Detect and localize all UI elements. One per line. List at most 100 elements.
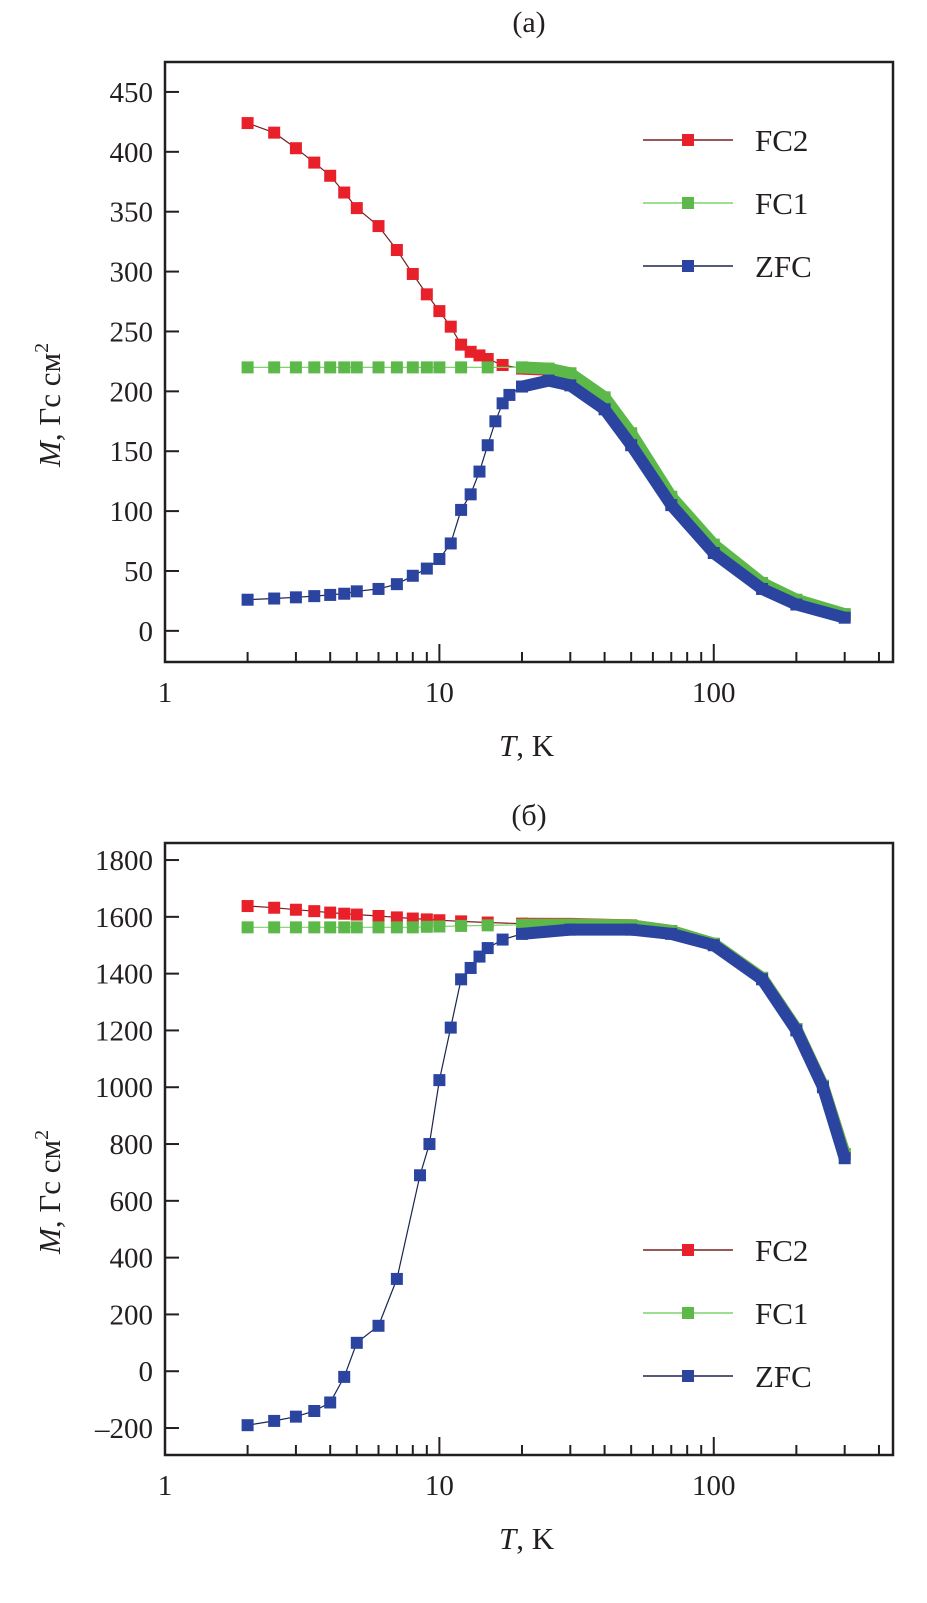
data-point — [481, 361, 494, 374]
data-point — [390, 921, 403, 934]
data-point — [433, 920, 446, 933]
data-point — [308, 361, 321, 374]
y-tick-label: 150 — [110, 436, 154, 468]
data-point — [444, 320, 457, 333]
x-axis-label-var: T — [499, 1521, 519, 1556]
data-point — [372, 1319, 385, 1332]
data-point — [289, 903, 302, 916]
data-point — [406, 569, 419, 582]
data-point — [289, 921, 302, 934]
data-point — [473, 465, 486, 478]
x-tick-label: 1 — [158, 677, 173, 709]
series-fc1 — [241, 918, 851, 1160]
y-axis-label: M, Гс см2 — [31, 1130, 67, 1255]
data-point — [406, 361, 419, 374]
plot-frame — [163, 841, 895, 1457]
data-point — [414, 1169, 427, 1182]
data-point — [496, 358, 509, 371]
data-point — [289, 361, 302, 374]
x-tick-label: 1 — [158, 1470, 173, 1502]
y-tick-label: 1400 — [95, 959, 153, 991]
data-point — [338, 587, 351, 600]
legend-item-fc2: FC2 — [643, 123, 808, 158]
data-point — [406, 921, 419, 934]
data-point — [489, 415, 502, 428]
data-point — [707, 547, 720, 560]
legend-label: ZFC — [755, 249, 812, 284]
data-point — [756, 973, 769, 986]
legend-marker — [682, 260, 694, 272]
data-point — [707, 939, 720, 952]
y-tick-label: 300 — [110, 257, 154, 289]
legend-item-zfc: ZFC — [643, 1359, 812, 1394]
series-line — [247, 905, 846, 1155]
data-point — [444, 1021, 457, 1034]
legend-label: FC2 — [755, 1233, 808, 1268]
x-tick-label: 10 — [425, 1470, 454, 1502]
data-point — [790, 598, 803, 611]
y-tick-label: 200 — [110, 376, 154, 408]
y-tick-label: –200 — [94, 1413, 153, 1445]
data-point — [625, 923, 638, 936]
data-point — [289, 591, 302, 604]
data-point — [564, 367, 577, 380]
data-point — [665, 927, 678, 940]
data-point — [350, 921, 363, 934]
data-point — [241, 361, 254, 374]
data-point — [241, 921, 254, 934]
legend-marker — [682, 197, 694, 209]
series-line — [247, 923, 846, 1155]
data-point — [308, 1404, 321, 1417]
series-dense-band — [521, 362, 847, 622]
data-point — [372, 921, 385, 934]
data-point — [515, 380, 528, 393]
legend: FC2 FC1 ZFC — [643, 123, 812, 284]
y-axis-label-unit: , Гс см — [32, 353, 67, 441]
data-point — [423, 1138, 436, 1151]
data-point — [503, 388, 516, 401]
data-point — [308, 921, 321, 934]
data-point — [433, 305, 446, 318]
data-point — [338, 361, 351, 374]
x-axis-label-unit: , K — [516, 728, 555, 763]
y-tick-label: 250 — [110, 316, 154, 348]
y-tick-label: 400 — [110, 1243, 154, 1275]
y-tick-label: 1200 — [95, 1015, 153, 1047]
data-point — [542, 374, 555, 387]
x-axis-label: T, K — [499, 728, 555, 763]
data-point — [289, 1410, 302, 1423]
y-tick-label: 1800 — [95, 845, 153, 877]
chart-b: (б) –200 0 200 400 600 800 1000 1200 1400 1600 1800… — [31, 799, 895, 1556]
data-point — [515, 361, 528, 374]
chart-a: (a) 0 50 100 150 200 250 300 350 400 450 1 10 100 T, K… — [31, 6, 895, 763]
data-point — [542, 362, 555, 375]
series-dense-band — [521, 361, 847, 620]
data-point — [241, 1419, 254, 1432]
data-point — [324, 921, 337, 934]
data-point — [433, 553, 446, 566]
y-axis-label: M, Гс см2 — [31, 343, 67, 468]
data-point — [464, 488, 477, 501]
data-point — [390, 244, 403, 257]
data-point — [324, 906, 337, 919]
chart-title: (a) — [512, 6, 545, 39]
y-tick-label: 0 — [139, 616, 154, 648]
series-dense-band — [521, 923, 851, 1160]
data-point — [838, 611, 851, 624]
legend-item-fc2: FC2 — [643, 1233, 808, 1268]
data-point — [420, 288, 433, 301]
data-point — [481, 919, 494, 932]
legend: FC2 FC1 ZFC — [643, 1233, 812, 1394]
data-point — [455, 919, 468, 932]
y-axis-label-sup: 2 — [31, 343, 53, 353]
legend-marker — [682, 1244, 694, 1256]
data-point — [308, 590, 321, 603]
data-point — [665, 499, 678, 512]
data-point — [241, 900, 254, 913]
y-tick-label: 100 — [110, 496, 154, 528]
data-point — [268, 921, 281, 934]
data-point — [390, 911, 403, 924]
data-point — [324, 588, 337, 601]
data-point — [372, 909, 385, 922]
legend-label: FC2 — [755, 123, 808, 158]
